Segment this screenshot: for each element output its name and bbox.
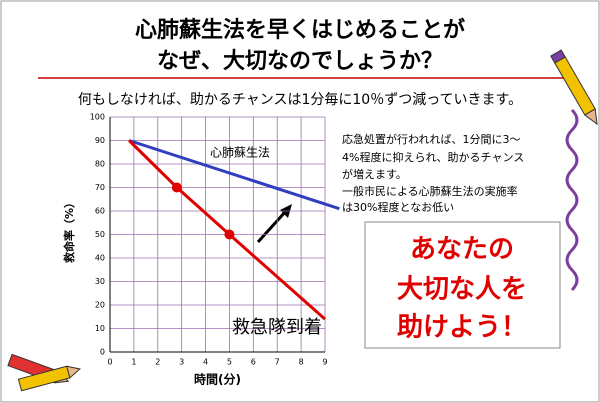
marker xyxy=(171,182,182,193)
note-line: 応急処置が行われれば、1分間に3～ xyxy=(342,132,520,146)
x-tick-label: 7 xyxy=(275,358,280,367)
subtitle: 何もしなければ、助かるチャンスは1分毎に10％ずつ減っていきます。 xyxy=(78,91,522,108)
line xyxy=(128,139,326,321)
note-line: が増えます。 xyxy=(342,167,407,181)
x-tick-label: 3 xyxy=(179,358,184,367)
y-tick-label: 30 xyxy=(95,277,105,286)
x-tick-label: 2 xyxy=(155,358,160,367)
pencil-decoration xyxy=(17,365,81,392)
y-axis-label: 救命率（%） xyxy=(62,197,76,263)
x-tick-label: 9 xyxy=(322,358,327,367)
callout-line: あなたの xyxy=(410,235,514,265)
note-line: は30%程度となお低い xyxy=(342,200,454,214)
y-tick-label: 80 xyxy=(95,160,105,169)
x-axis-label: 時間(分) xyxy=(194,372,241,387)
y-tick-label: 100 xyxy=(90,113,105,122)
x-tick-label: 5 xyxy=(227,358,232,367)
title-line: 心肺蘇生法を早くはじめることが xyxy=(135,17,465,43)
y-tick-label: 60 xyxy=(95,207,105,216)
y-tick-label: 90 xyxy=(95,136,105,145)
title-line: なぜ、大切なのでしょうか？ xyxy=(157,49,443,74)
series-label: 心肺蘇生法 xyxy=(210,146,270,160)
y-tick-label: 50 xyxy=(95,230,105,239)
callout-line: 大切な人を xyxy=(397,275,527,305)
x-tick-label: 6 xyxy=(251,358,256,367)
note-line: 一般市民による心肺蘇生法の実施率 xyxy=(342,184,518,198)
x-tick-label: 4 xyxy=(203,358,208,367)
y-tick-label: 0 xyxy=(100,348,105,357)
marker xyxy=(224,229,235,240)
y-tick-label: 20 xyxy=(95,301,105,310)
y-tick-label: 10 xyxy=(95,324,105,333)
ribbon-decoration xyxy=(565,108,579,292)
annotation: 救急隊到着 xyxy=(232,317,322,338)
x-tick-label: 8 xyxy=(299,358,304,367)
line xyxy=(128,139,340,211)
y-tick-label: 70 xyxy=(95,183,105,192)
y-tick-label: 40 xyxy=(95,254,105,263)
callout-line: 助けよう！ xyxy=(397,313,527,343)
x-tick-label: 1 xyxy=(131,358,136,367)
pencil-decoration xyxy=(550,49,598,126)
callout-box xyxy=(364,221,561,349)
note-line: 4%程度に抑えられ、助かるチャンス xyxy=(342,150,524,164)
x-tick-label: 0 xyxy=(107,358,112,367)
